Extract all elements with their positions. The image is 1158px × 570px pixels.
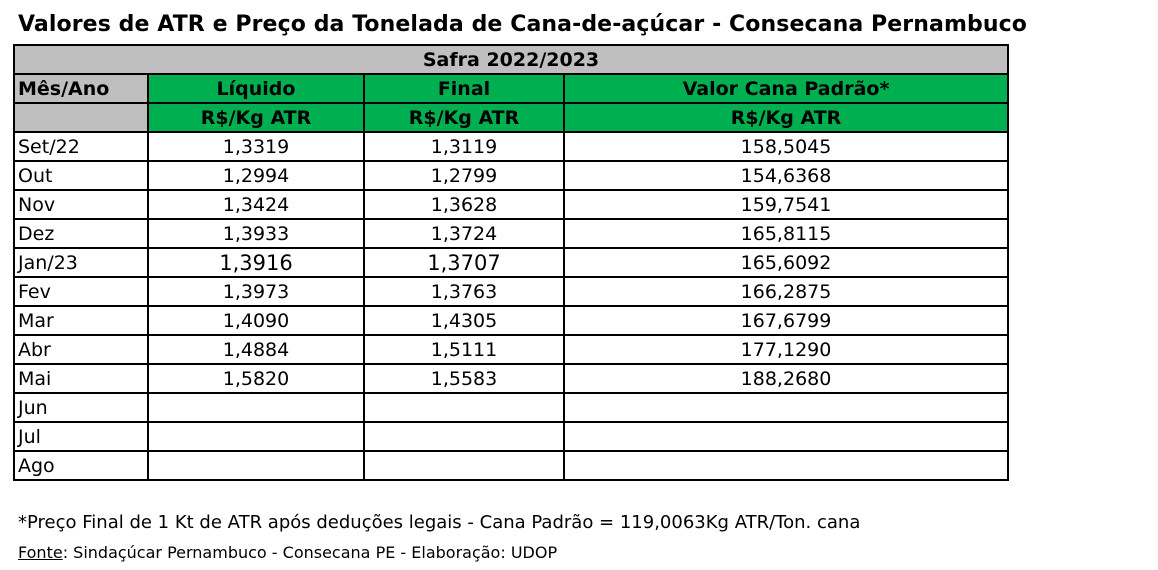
column-header-row: Mês/Ano Líquido Final Valor Cana Padrão* — [13, 73, 1010, 104]
cell-valor — [562, 421, 1010, 452]
unit-valor: R$/Kg ATR — [562, 102, 1010, 133]
unit-liquido: R$/Kg ATR — [147, 102, 365, 133]
cell-valor: 188,2680 — [562, 363, 1010, 394]
header-final: Final — [363, 73, 565, 104]
cell-valor: 154,6368 — [562, 160, 1010, 191]
source-text: : Sindaçúcar Pernambuco - Consecana PE -… — [62, 543, 558, 562]
footnote: *Preço Final de 1 Kt de ATR após deduçõe… — [18, 512, 861, 533]
cell-mes: Jul — [13, 421, 149, 452]
cell-liquido: 1,3916 — [147, 247, 365, 278]
cell-valor: 166,2875 — [562, 276, 1010, 307]
unit-header-row: R$/Kg ATR R$/Kg ATR R$/Kg ATR — [13, 102, 1010, 133]
table-row: Fev 1,3973 1,3763 166,2875 — [13, 276, 1010, 307]
table-row: Mar 1,4090 1,4305 167,6799 — [13, 305, 1010, 336]
cell-final: 1,5583 — [363, 363, 565, 394]
cell-mes: Out — [13, 160, 149, 191]
cell-mes: Jan/23 — [13, 247, 149, 278]
safra-label: Safra 2022/2023 — [12, 44, 1010, 75]
cell-liquido: 1,3973 — [147, 276, 365, 307]
table-row: Nov 1,3424 1,3628 159,7541 — [13, 189, 1010, 220]
source-label: Fonte — [18, 543, 63, 562]
cell-mes: Jun — [13, 392, 149, 423]
cell-liquido: 1,3933 — [147, 218, 365, 249]
header-unit-blank — [13, 102, 149, 133]
cell-final: 1,3628 — [363, 189, 565, 220]
table-row: Mai 1,5820 1,5583 188,2680 — [13, 363, 1010, 394]
cell-mes: Abr — [13, 334, 149, 365]
cell-liquido — [147, 392, 365, 423]
table-row: Abr 1,4884 1,5111 177,1290 — [13, 334, 1010, 365]
cell-final: 1,3707 — [363, 247, 565, 278]
cell-valor: 159,7541 — [562, 189, 1010, 220]
cell-valor: 165,6092 — [562, 247, 1010, 278]
table-row: Jul — [13, 421, 1010, 452]
cell-mes: Ago — [13, 450, 149, 481]
cell-liquido: 1,3319 — [147, 131, 365, 162]
table-row: Jan/23 1,3916 1,3707 165,6092 — [13, 247, 1010, 278]
cell-final — [363, 421, 565, 452]
cell-valor: 177,1290 — [562, 334, 1010, 365]
header-valor-cana-padrao: Valor Cana Padrão* — [562, 73, 1010, 104]
cell-liquido: 1,5820 — [147, 363, 365, 394]
cell-liquido — [147, 421, 365, 452]
page-title: Valores de ATR e Preço da Tonelada de Ca… — [18, 12, 1027, 37]
cell-liquido — [147, 450, 365, 481]
cell-valor: 167,6799 — [562, 305, 1010, 336]
atr-price-table: Safra 2022/2023 Mês/Ano Líquido Final Va… — [12, 44, 1010, 481]
header-liquido: Líquido — [147, 73, 365, 104]
cell-liquido: 1,4884 — [147, 334, 365, 365]
cell-valor: 158,5045 — [562, 131, 1010, 162]
cell-valor — [562, 450, 1010, 481]
source-line: Fonte: Sindaçúcar Pernambuco - Consecana… — [18, 543, 557, 562]
cell-mes: Fev — [13, 276, 149, 307]
cell-mes: Mai — [13, 363, 149, 394]
cell-liquido: 1,3424 — [147, 189, 365, 220]
cell-liquido: 1,4090 — [147, 305, 365, 336]
cell-mes: Mar — [13, 305, 149, 336]
table-row: Ago — [13, 450, 1010, 481]
cell-liquido: 1,2994 — [147, 160, 365, 191]
cell-final: 1,3119 — [363, 131, 565, 162]
table-row: Out 1,2994 1,2799 154,6368 — [13, 160, 1010, 191]
cell-mes: Dez — [13, 218, 149, 249]
unit-final: R$/Kg ATR — [363, 102, 565, 133]
cell-final: 1,5111 — [363, 334, 565, 365]
safra-header-row: Safra 2022/2023 — [12, 44, 1010, 75]
cell-final: 1,2799 — [363, 160, 565, 191]
table-row: Dez 1,3933 1,3724 165,8115 — [13, 218, 1010, 249]
cell-final: 1,3724 — [363, 218, 565, 249]
cell-valor — [562, 392, 1010, 423]
cell-final: 1,4305 — [363, 305, 565, 336]
table-row: Set/22 1,3319 1,3119 158,5045 — [13, 131, 1010, 162]
cell-final: 1,3763 — [363, 276, 565, 307]
header-mes-ano: Mês/Ano — [13, 73, 149, 104]
cell-valor: 165,8115 — [562, 218, 1010, 249]
cell-final — [363, 392, 565, 423]
table-row: Jun — [13, 392, 1010, 423]
cell-mes: Set/22 — [13, 131, 149, 162]
cell-mes: Nov — [13, 189, 149, 220]
cell-final — [363, 450, 565, 481]
